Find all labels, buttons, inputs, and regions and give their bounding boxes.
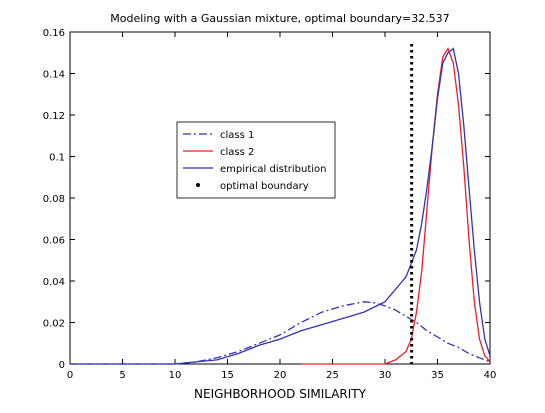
legend: class 1 class 2 empirical distribution opti… bbox=[176, 121, 336, 199]
x-tick-label: 20 bbox=[274, 370, 287, 381]
x-tick-label: 10 bbox=[169, 370, 182, 381]
axes: 0 5 10 15 20 25 30 35 40 0 0.02 0.04 0.06 0.08 0.1 0.12… bbox=[43, 28, 497, 381]
series-line-empirical-distribution bbox=[70, 47, 491, 365]
x-tick-label: 5 bbox=[119, 370, 125, 381]
x-axis-label: NEIGHBORHOOD SIMILARITY bbox=[194, 387, 367, 401]
y-tick-label: 0.16 bbox=[43, 28, 65, 39]
chart-title: Modeling with a Gaussian mixture, optima… bbox=[110, 12, 449, 25]
series-group bbox=[70, 44, 491, 365]
x-tick-label: 30 bbox=[379, 370, 392, 381]
y-tick-label: 0.06 bbox=[43, 236, 65, 247]
y-tick-label: 0.08 bbox=[43, 194, 65, 205]
legend-box bbox=[176, 121, 336, 199]
y-tick-label: 0.1 bbox=[49, 153, 65, 164]
y-tick-label: 0.02 bbox=[43, 319, 65, 330]
x-tick-label: 40 bbox=[484, 370, 497, 381]
legend-swatch-dot bbox=[196, 183, 200, 187]
series-line-class-1 bbox=[70, 301, 491, 365]
x-tick-label: 35 bbox=[431, 370, 444, 381]
legend-label: class 1 bbox=[220, 130, 254, 141]
y-tick-label: 0 bbox=[59, 360, 65, 371]
x-tick-label: 0 bbox=[67, 370, 73, 381]
series-line-class-2 bbox=[301, 47, 491, 365]
legend-label: optimal boundary bbox=[220, 181, 309, 192]
x-tick-label: 15 bbox=[221, 370, 234, 381]
legend-label: empirical distribution bbox=[220, 164, 326, 175]
x-tick-label: 25 bbox=[326, 370, 339, 381]
y-tick-label: 0.04 bbox=[43, 277, 65, 288]
y-tick-label: 0.12 bbox=[43, 111, 65, 122]
y-tick-label: 0.14 bbox=[43, 70, 65, 81]
legend-label: class 2 bbox=[220, 147, 254, 158]
